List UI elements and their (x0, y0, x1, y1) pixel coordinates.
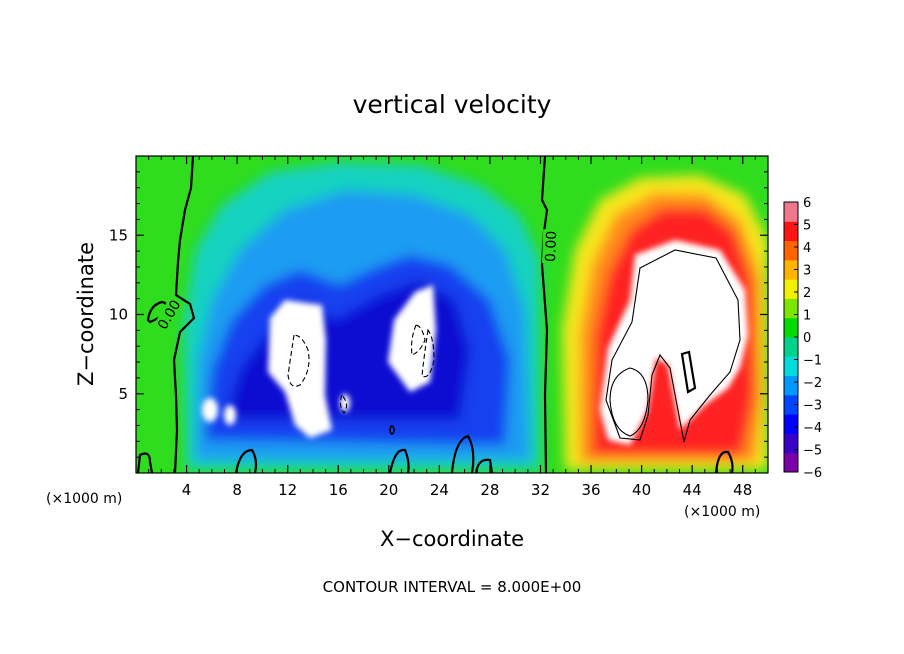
colorbar-swatch (784, 375, 798, 396)
zero-contour-dot (389, 425, 395, 435)
downdraft-blob-3 (340, 394, 350, 412)
x-tick-label: 8 (232, 481, 242, 499)
positive-contour-core (680, 350, 697, 394)
colorbar-swatch (784, 298, 798, 319)
colorbar-swatch (784, 452, 798, 473)
contour-interval-note: CONTOUR INTERVAL = 8.000E+00 (323, 578, 582, 596)
contour-labels: 0.000.00 (153, 229, 560, 334)
x-unit-right: (×1000 m) (684, 504, 760, 520)
colorbar-tick-label: 5 (803, 219, 811, 234)
zero-contour-small-2 (234, 448, 258, 473)
negative-contour-4 (339, 393, 348, 414)
x-axis-label: X−coordinate (380, 527, 524, 551)
colorbar-tick-label: −2 (803, 376, 822, 391)
zero-contour-small-4 (450, 434, 475, 473)
x-unit-left: (×1000 m) (46, 491, 122, 507)
downdraft-region (183, 162, 540, 470)
x-tick-label: 28 (480, 481, 499, 499)
y-axis-ticks: 5 10 15 (109, 171, 768, 458)
x-tick-label: 36 (581, 481, 600, 499)
x-tick-label: 24 (430, 481, 449, 499)
zero-contour-small-5 (474, 458, 494, 473)
positive-contour-outer (605, 249, 741, 443)
colorbar: 6 5 4 3 2 1 0 −1 −2 −3 −4 −5 −6 (783, 196, 822, 481)
negative-contour-1 (287, 334, 310, 387)
y-tick-label: 5 (118, 385, 128, 403)
x-tick-label: 32 (531, 481, 550, 499)
y-tick-label: 10 (109, 306, 128, 324)
colorbar-swatch (784, 279, 798, 299)
colorbar-swatch (784, 337, 798, 357)
colorbar-tick-label: 6 (803, 196, 811, 211)
colorbar-swatch (784, 240, 798, 261)
y-tick-label: 15 (109, 226, 128, 244)
x-tick-label: 44 (683, 481, 702, 499)
zero-contour-small-6 (714, 450, 734, 473)
colorbar-tick-label: 4 (803, 241, 811, 256)
x-tick-label: 16 (329, 481, 348, 499)
colorbar-tick-label: −3 (803, 399, 822, 414)
colorbar-tick-label: 3 (803, 264, 811, 279)
colorbar-swatch (784, 356, 798, 377)
negative-contour-3 (421, 328, 435, 378)
colorbar-swatch (784, 433, 798, 454)
colorbar-tick-label: −6 (803, 466, 822, 481)
zero-contour-small-1 (136, 452, 154, 473)
contour-label-backdrop (153, 295, 185, 334)
x-tick-label: 48 (733, 481, 752, 499)
colorbar-tick-label: 0 (803, 331, 811, 346)
x-tick-label: 20 (379, 481, 398, 499)
contour-label: 0.00 (543, 231, 560, 263)
colorbar-swatch (784, 317, 798, 338)
zero-contour-left (172, 156, 196, 473)
x-tick-label: 40 (632, 481, 651, 499)
downdraft-blob-1 (202, 398, 218, 422)
downdraft-blob-2 (224, 405, 236, 425)
velocity-field (136, 156, 768, 473)
colorbar-swatch (784, 221, 798, 242)
colorbar-tick-label: 2 (803, 286, 811, 301)
positive-contour-left (609, 367, 649, 437)
contour-label-backdrop (542, 229, 560, 264)
y-axis-label: Z−coordinate (74, 242, 98, 386)
colorbar-tick-label: −4 (803, 421, 822, 436)
colorbar-tick-label: −1 (803, 354, 822, 369)
x-tick-label: 4 (182, 481, 192, 499)
x-axis-ticks: 4 8 12 16 20 24 28 32 36 40 44 48 (148, 156, 756, 499)
downdraft-saturated (202, 285, 436, 438)
downdraft-core-left (268, 300, 332, 438)
colorbar-swatch (784, 414, 798, 434)
zero-contour-small-3 (388, 448, 410, 473)
x-tick-label: 12 (278, 481, 297, 499)
downdraft-core-right (388, 285, 436, 392)
colorbar-tick-label: −5 (803, 444, 822, 459)
colorbar-swatch (784, 394, 798, 415)
colorbar-swatch (784, 202, 798, 222)
chart-title: vertical velocity (353, 90, 552, 119)
colorbar-tick-label: 1 (803, 309, 811, 324)
colorbar-swatch (784, 259, 798, 280)
